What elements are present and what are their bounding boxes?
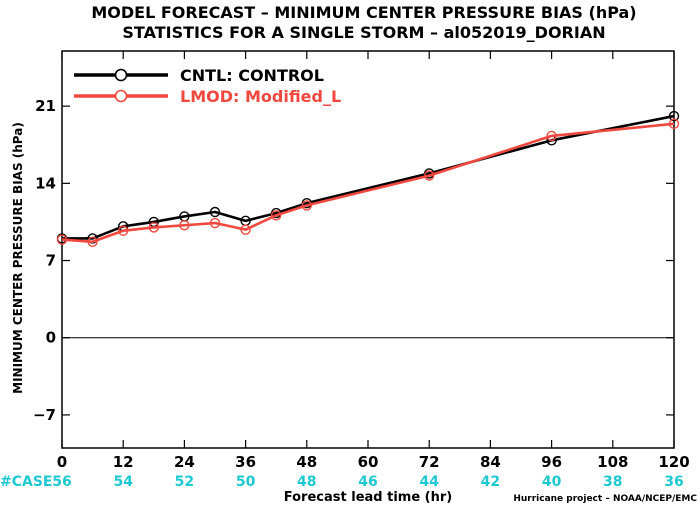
legend-item: LMOD: Modified_L [74,87,341,106]
case-count: 50 [236,474,256,490]
y-tick-label: 0 [46,329,56,347]
case-count: 38 [603,474,622,490]
x-tick-label: 72 [419,453,440,471]
series-lmod [56,118,680,247]
plot-frame [61,50,675,449]
y-tick-label: 14 [35,174,56,192]
x-tick-label: 48 [296,453,317,471]
legend-item: CNTL: CONTROL [74,66,324,85]
y-tick-label: 7 [46,252,56,270]
data-point [424,170,435,181]
data-point [117,225,129,236]
case-count: 42 [481,474,500,490]
case-count: 44 [419,474,439,490]
case-count: 36 [664,474,683,490]
credit-text: Hurricane project – NOAA/NCEP/EMC [513,494,697,504]
case-count: 52 [175,474,194,490]
x-tick-label: 96 [541,453,562,471]
x-axis-label: Forecast lead time (hr) [284,490,452,505]
data-point [209,206,221,218]
data-point [301,200,312,211]
data-point [668,110,680,122]
chart-title: MODEL FORECAST – MINIMUM CENTER PRESSURE… [91,3,636,22]
x-tick-label: 24 [174,453,195,471]
case-count: 56 [52,474,71,490]
legend-label: LMOD: Modified_L [180,87,341,106]
case-count: 48 [297,474,316,490]
y-tick-label: −7 [33,406,56,424]
x-tick-label: 84 [480,453,501,471]
legend-label: CNTL: CONTROL [180,66,324,85]
data-point [209,217,221,229]
data-point [546,130,557,142]
legend-swatch-marker [114,89,128,103]
x-tick-label: 36 [235,453,256,471]
x-tick-label: 120 [658,453,689,471]
data-point [271,210,282,221]
y-axis-label: MINIMUM CENTER PRESSURE BIAS (hPa) [11,122,25,394]
chart-subtitle: STATISTICS FOR A SINGLE STORM – al052019… [122,23,605,42]
data-point [148,222,160,233]
x-tick-label: 0 [57,453,67,471]
data-point [87,236,98,247]
x-tick-label: 108 [597,453,628,471]
data-point [668,118,680,129]
data-point [179,220,190,231]
case-count: 40 [542,474,562,490]
case-count: 54 [113,474,133,490]
legend: CNTL: CONTROL LMOD: Modified_L [74,66,341,106]
x-tick-label: 12 [113,453,134,471]
case-label: #CASE [0,474,53,490]
legend-swatch-marker [114,68,128,82]
data-point [56,234,68,245]
y-tick-label: 21 [35,97,56,115]
x-tick-label: 60 [358,453,379,471]
series-line [61,122,675,244]
case-count: 46 [358,474,377,490]
data-point [240,224,251,235]
